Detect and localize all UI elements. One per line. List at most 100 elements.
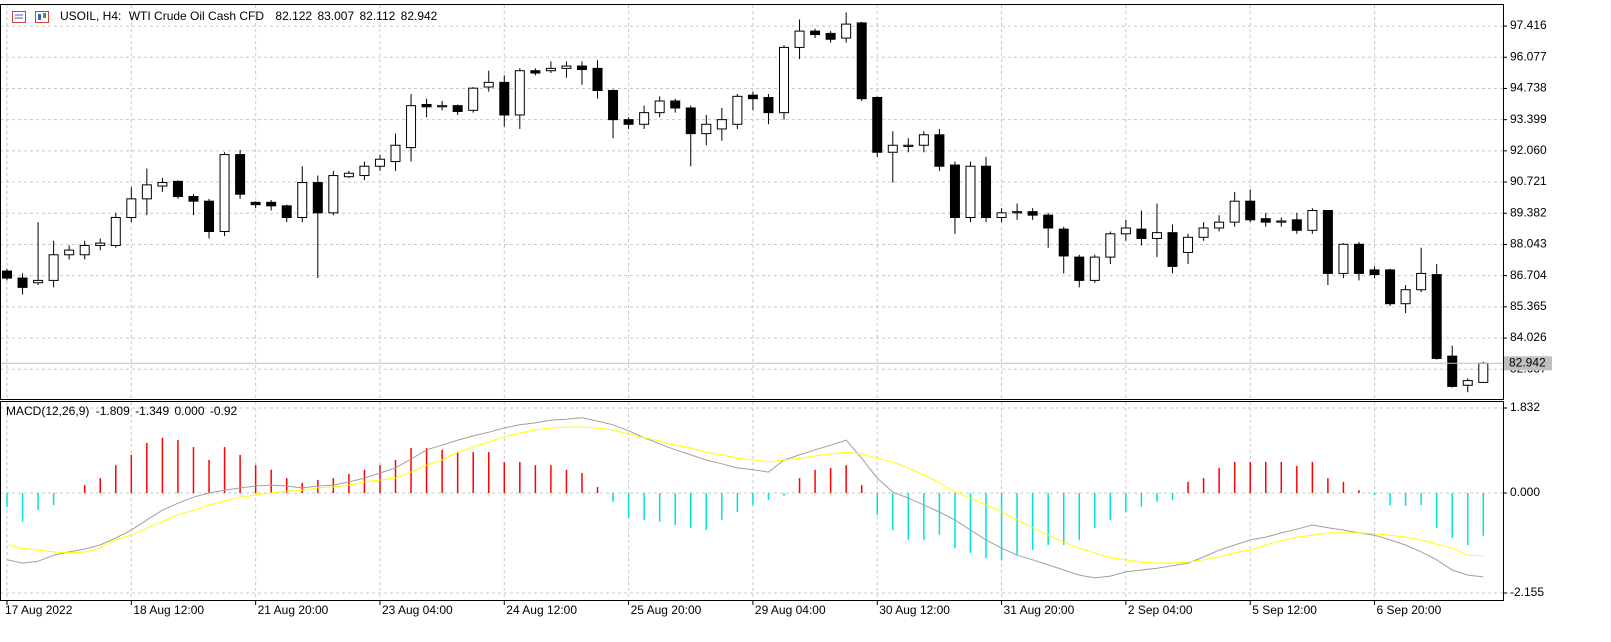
candle-body	[266, 201, 277, 207]
candle-body	[779, 46, 789, 114]
candle-body	[17, 277, 28, 288]
candle-body	[1183, 236, 1194, 253]
x-tick-label: 24 Aug 12:00	[506, 603, 577, 617]
candle-body	[172, 180, 183, 198]
candle-body	[670, 100, 681, 109]
candle-body	[623, 119, 634, 125]
price-label: 82.942	[1509, 355, 1546, 369]
axes-layer: 17 Aug 2022 18 Aug 12:00 21 Aug 20:00 23 Au…	[5, 18, 1552, 617]
status-value: -1.349	[135, 404, 169, 418]
y-tick-label: 94.738	[1510, 81, 1547, 95]
candle-body	[1353, 243, 1364, 274]
candle-body	[1105, 233, 1116, 258]
icon-bar	[43, 13, 46, 18]
candle-body	[747, 94, 758, 100]
candle-body	[204, 200, 215, 232]
candle-body	[297, 182, 308, 218]
status-value: -1.809	[96, 404, 130, 418]
candle-body	[1027, 211, 1038, 216]
candle-body	[654, 100, 665, 114]
candle-body	[64, 249, 75, 256]
candle-body	[530, 70, 541, 74]
candle-body	[1478, 362, 1489, 383]
candle-body	[576, 65, 587, 71]
candle-body	[918, 134, 929, 146]
candle-body	[1198, 227, 1209, 238]
candle-body	[1416, 272, 1427, 291]
candle-body	[79, 244, 90, 256]
candle-body	[1276, 220, 1287, 223]
candle-body	[219, 154, 230, 232]
candle-body	[825, 32, 836, 40]
candle-body	[1089, 256, 1100, 281]
icon	[12, 11, 26, 23]
candle-body	[1136, 228, 1147, 239]
candle-body	[235, 154, 246, 195]
grid-layer	[0, 5, 1503, 600]
candle-body	[1291, 219, 1302, 231]
candle-body	[452, 105, 463, 112]
y-tick-label: 0.000	[1510, 485, 1540, 499]
y-tick-label: 89.382	[1510, 205, 1547, 219]
price-pane-frame	[0, 4, 1504, 400]
symbol: USOIL, H4:	[60, 9, 121, 23]
candle-body	[328, 175, 339, 214]
candle-body	[188, 196, 199, 202]
candle-body	[545, 67, 556, 72]
x-tick-label: 21 Aug 20:00	[258, 603, 329, 617]
candle-body	[1229, 200, 1240, 223]
candle-body	[1043, 214, 1054, 229]
candle-body	[965, 165, 976, 218]
y-tick-label: 92.060	[1510, 143, 1547, 157]
candle-body	[483, 81, 494, 88]
x-tick-label: 29 Aug 04:00	[755, 603, 826, 617]
candle-body	[406, 105, 417, 149]
candle-body	[126, 198, 137, 218]
x-tick-label: 6 Sep 20:00	[1377, 603, 1442, 617]
candle-body	[95, 242, 106, 246]
y-tick-label: 84.026	[1510, 330, 1547, 344]
last-close: 82.942	[401, 9, 438, 23]
candle-body	[499, 81, 510, 116]
candle-body	[157, 182, 168, 187]
candle-body	[763, 97, 774, 114]
candle-body	[1012, 211, 1023, 214]
candle-body	[110, 216, 121, 246]
signal-line	[6, 426, 1484, 564]
symbol-header: USOIL, H4: WTI Crude Oil Cash CFD 82.122…	[60, 9, 438, 23]
header-icons	[12, 11, 49, 23]
last-open: 82.122	[275, 9, 312, 23]
candle-body	[996, 212, 1007, 218]
candle-body	[2, 270, 12, 279]
candle-body	[1385, 269, 1396, 305]
candle-body	[732, 95, 743, 125]
candle-body	[1400, 289, 1411, 305]
candle-body	[281, 205, 292, 218]
candle-body	[48, 254, 59, 281]
macd-pane-frame	[0, 401, 1504, 601]
candle-body	[1167, 232, 1178, 267]
candle-body	[887, 144, 898, 153]
candle-body	[421, 103, 432, 108]
y-tick-label: 97.416	[1510, 18, 1547, 32]
candle-body	[561, 65, 572, 69]
x-tick-label: 30 Aug 12:00	[879, 603, 950, 617]
candle-body	[514, 70, 525, 116]
y-tick-label: 1.832	[1510, 400, 1540, 414]
y-tick-label: -2.155	[1510, 585, 1544, 599]
candle-body	[934, 134, 945, 167]
candle-body	[1462, 380, 1473, 386]
candle-body	[1260, 218, 1271, 223]
candle-body	[141, 184, 152, 200]
candle-body	[1151, 232, 1162, 239]
candle-body	[1447, 355, 1458, 387]
candle-body	[437, 105, 448, 108]
x-tick-label: 18 Aug 12:00	[133, 603, 204, 617]
marks-layer	[0, 12, 1503, 579]
candle-body	[1307, 210, 1318, 231]
y-tick-label: 88.043	[1510, 237, 1547, 251]
candle-body	[872, 97, 883, 153]
candle-body	[1322, 210, 1333, 274]
